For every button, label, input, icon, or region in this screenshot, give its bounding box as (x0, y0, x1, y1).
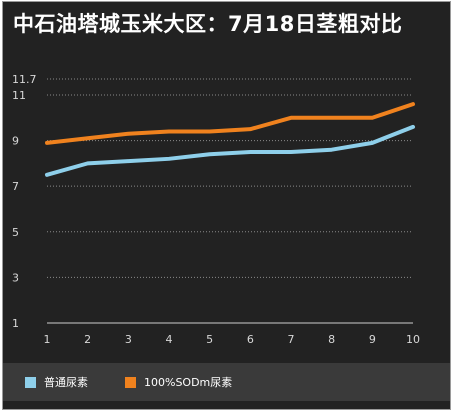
x-tick-label: 8 (328, 333, 335, 346)
x-tick-label: 5 (206, 333, 213, 346)
x-tick-label: 2 (84, 333, 91, 346)
x-tick-label: 7 (288, 333, 295, 346)
x-tick-label: 6 (247, 333, 254, 346)
y-tick-label: 9 (12, 135, 19, 148)
series-line-2 (47, 104, 413, 143)
y-tick-label: 5 (12, 226, 19, 239)
y-tick-label: 1 (12, 317, 19, 330)
x-tick-label: 1 (44, 333, 51, 346)
legend-item-series-1: 普通尿素 (25, 374, 88, 390)
legend-item-series-2: 100%SODm尿素 (125, 374, 232, 390)
series-lines (47, 104, 413, 175)
x-tick-label: 3 (125, 333, 132, 346)
series-line-1 (47, 127, 413, 175)
y-tick-label: 7 (12, 180, 19, 193)
line-chart: 1 3 5 7 9 11 11.7 1 2 3 4 5 6 7 8 9 10 (3, 2, 450, 363)
x-tick-label: 10 (406, 333, 420, 346)
y-tick-labels: 1 3 5 7 9 11 11.7 (12, 73, 37, 330)
y-tick-label: 3 (12, 271, 19, 284)
legend-label-series-1: 普通尿素 (44, 374, 88, 390)
gridlines (47, 79, 413, 277)
legend-swatch-series-1 (25, 377, 36, 388)
y-tick-label: 11.7 (12, 73, 37, 86)
y-tick-label: 11 (12, 89, 26, 102)
x-tick-labels: 1 2 3 4 5 6 7 8 9 10 (44, 333, 421, 346)
legend: 普通尿素 100%SODm尿素 (3, 363, 450, 401)
x-tick-label: 9 (369, 333, 376, 346)
x-tick-label: 4 (166, 333, 173, 346)
legend-swatch-series-2 (125, 377, 136, 388)
legend-label-series-2: 100%SODm尿素 (144, 374, 232, 390)
